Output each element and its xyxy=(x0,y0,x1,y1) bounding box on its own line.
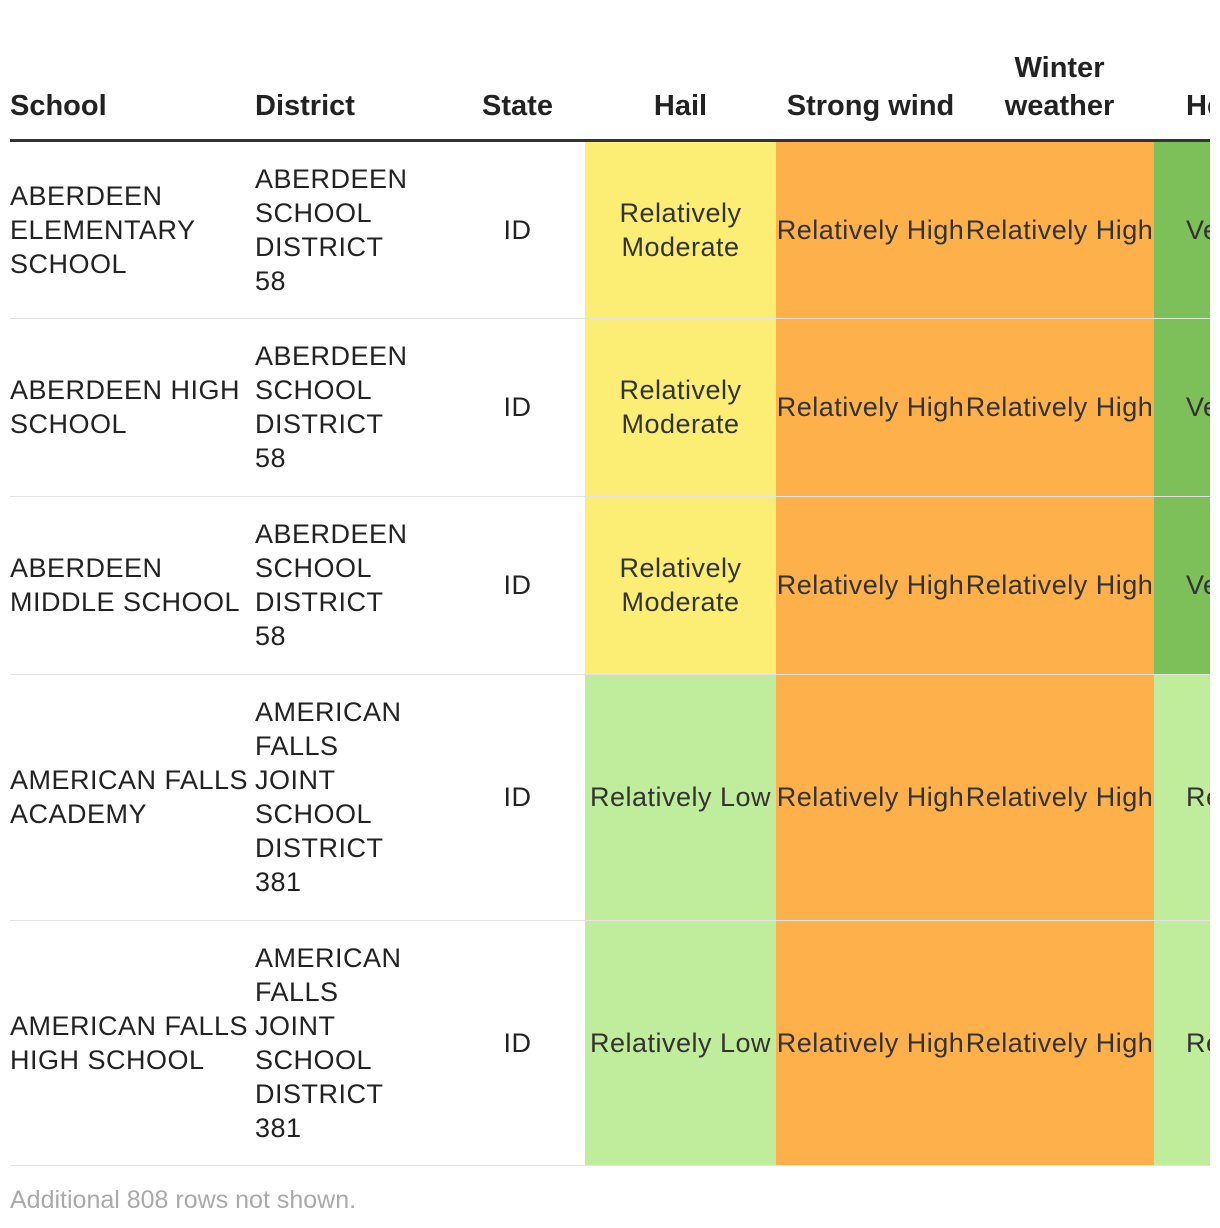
cell: Relatively High xyxy=(965,674,1154,921)
cell: ABERDEEN ELEMENTARY SCHOOL xyxy=(10,140,255,319)
header-cell[interactable]: Hail xyxy=(585,0,776,142)
cell: Relatively Low xyxy=(585,920,776,1166)
cell: ID xyxy=(450,674,585,921)
cell: Re xyxy=(1154,920,1210,1166)
cell: Relatively Low xyxy=(585,674,776,921)
cell: ID xyxy=(450,496,585,675)
cell: ABERDEEN SCHOOL DISTRICT 58 xyxy=(255,496,450,675)
cell: Ve xyxy=(1154,318,1210,497)
cell: AMERICAN FALLS JOINT SCHOOL DISTRICT 381 xyxy=(255,674,450,921)
cell: AMERICAN FALLS JOINT SCHOOL DISTRICT 381 xyxy=(255,920,450,1166)
header-cell[interactable]: District xyxy=(255,0,450,142)
cell: AMERICAN FALLS ACADEMY xyxy=(10,674,255,921)
cell: ID xyxy=(450,140,585,319)
cell: ID xyxy=(450,920,585,1166)
cell: Relatively Moderate xyxy=(585,140,776,319)
cell: Relatively High xyxy=(965,318,1154,497)
cell: ABERDEEN SCHOOL DISTRICT 58 xyxy=(255,318,450,497)
cell: ABERDEEN SCHOOL DISTRICT 58 xyxy=(255,140,450,319)
footer-note: Additional 808 rows not shown. xyxy=(10,1186,357,1214)
header-cell[interactable]: State xyxy=(450,0,585,142)
cell: Relatively High xyxy=(776,674,965,921)
cell: Ve xyxy=(1154,496,1210,675)
cell: Relatively High xyxy=(776,496,965,675)
cell: Relatively Moderate xyxy=(585,496,776,675)
cell: Relatively Moderate xyxy=(585,318,776,497)
cell: Relatively High xyxy=(776,318,965,497)
cell: ID xyxy=(450,318,585,497)
cell: Relatively High xyxy=(965,920,1154,1166)
header-cell[interactable]: Strong wind xyxy=(776,0,965,142)
risk-table: School District State Hail Strong wind W… xyxy=(10,0,1210,1166)
header-cell[interactable]: School xyxy=(10,0,255,142)
cell: Re xyxy=(1154,674,1210,921)
cell: ABERDEEN HIGH SCHOOL xyxy=(10,318,255,497)
table-container: School District State Hail Strong wind W… xyxy=(10,0,1210,1166)
cell: Relatively High xyxy=(965,496,1154,675)
header-cell[interactable]: Winter weather xyxy=(965,0,1154,142)
cell: Relatively High xyxy=(776,140,965,319)
cell: AMERICAN FALLS HIGH SCHOOL xyxy=(10,920,255,1166)
header-cell[interactable]: He xyxy=(1154,0,1210,142)
cell: Relatively High xyxy=(965,140,1154,319)
cell: Ve xyxy=(1154,140,1210,319)
cell: Relatively High xyxy=(776,920,965,1166)
cell: ABERDEEN MIDDLE SCHOOL xyxy=(10,496,255,675)
